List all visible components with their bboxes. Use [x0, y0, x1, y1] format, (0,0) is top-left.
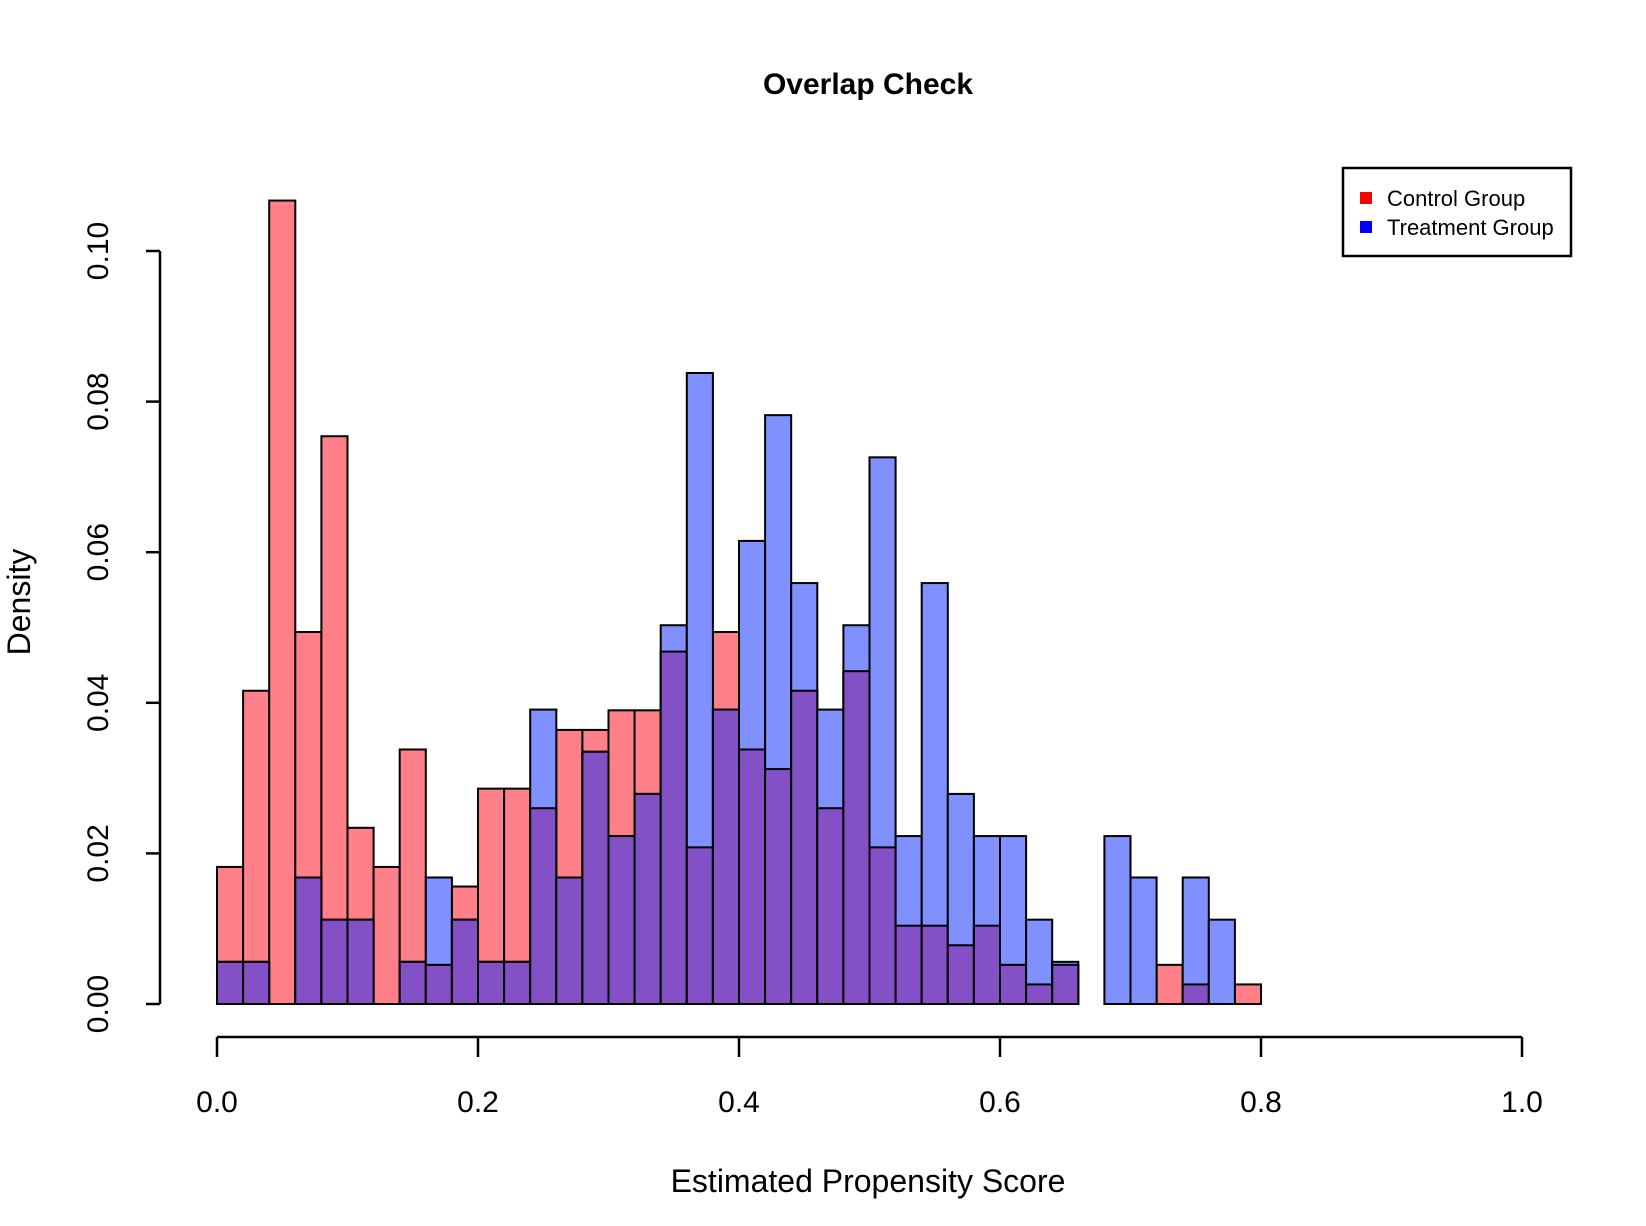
y-tick-label: 0.10	[82, 222, 115, 280]
bar-overlap	[764, 768, 793, 1006]
bar-overlap	[581, 750, 610, 1005]
bar-overlap	[711, 708, 741, 1006]
y-tick-label: 0.00	[82, 975, 115, 1033]
bar-overlap	[920, 924, 949, 1005]
bar-overlap	[972, 924, 1002, 1005]
x-axis: 0.0 0.2 0.4 0.6 0.8 1.0	[196, 1035, 1543, 1119]
legend-box	[1341, 166, 1573, 258]
bar-treatment	[1103, 835, 1132, 1005]
y-axis-label: Density	[1, 549, 37, 656]
legend-swatch-control	[1360, 192, 1372, 204]
histogram-bars	[216, 199, 1263, 1006]
bar-overlap	[503, 960, 532, 1005]
bar-overlap	[450, 918, 479, 1005]
y-tick-label: 0.06	[82, 523, 115, 581]
bar-treatment	[1207, 918, 1236, 1005]
bar-overlap	[346, 918, 375, 1005]
x-tick-label: 0.0	[196, 1086, 238, 1119]
y-tick-label: 0.02	[82, 824, 115, 882]
bar-overlap	[894, 924, 923, 1005]
bar-treatment	[1181, 876, 1210, 1005]
bar-overlap	[790, 689, 819, 1005]
bar-control	[268, 199, 297, 1005]
x-axis-label: Estimated Propensity Score	[671, 1163, 1066, 1199]
bar-control	[372, 865, 401, 1005]
bar-overlap	[685, 846, 714, 1005]
bar-overlap	[946, 944, 975, 1005]
bar-overlap	[842, 670, 871, 1005]
legend-label-control: Control Group	[1387, 186, 1525, 211]
bar-overlap	[1025, 983, 1054, 1005]
bar-control	[1233, 983, 1263, 1005]
x-tick-label: 0.4	[718, 1086, 760, 1119]
bar-overlap	[659, 650, 688, 1005]
x-tick-label: 0.2	[457, 1086, 499, 1119]
y-axis: 0.00 0.02 0.04 0.06 0.08 0.10	[82, 222, 162, 1033]
x-tick-label: 1.0	[1501, 1086, 1543, 1119]
bar-overlap	[1051, 963, 1080, 1005]
bar-overlap	[529, 807, 558, 1005]
bar-overlap	[320, 918, 349, 1005]
bar-overlap	[999, 963, 1028, 1005]
y-tick-label: 0.04	[82, 674, 115, 732]
bar-overlap	[398, 960, 427, 1005]
bar-overlap	[555, 876, 584, 1005]
chart-title: Overlap Check	[763, 68, 973, 101]
bar-overlap	[868, 846, 897, 1005]
bar-overlap	[633, 792, 662, 1006]
legend: Control Group Treatment Group	[1341, 166, 1573, 258]
bar-overlap	[242, 960, 271, 1005]
x-tick-label: 0.8	[1240, 1086, 1282, 1119]
bar-overlap	[816, 807, 845, 1005]
bar-overlap	[424, 963, 453, 1005]
bar-control	[242, 689, 271, 1005]
bar-overlap	[294, 876, 323, 1005]
bar-overlap	[1181, 983, 1210, 1005]
legend-swatch-treatment	[1360, 221, 1372, 233]
bar-overlap	[607, 835, 636, 1005]
y-tick-label: 0.08	[82, 372, 115, 430]
bar-overlap	[216, 960, 245, 1005]
legend-label-treatment: Treatment Group	[1387, 215, 1554, 240]
bar-overlap	[477, 960, 506, 1005]
bar-control	[1155, 963, 1184, 1005]
bar-overlap	[738, 748, 767, 1006]
x-tick-label: 0.6	[979, 1086, 1021, 1119]
bar-treatment	[1129, 876, 1158, 1005]
